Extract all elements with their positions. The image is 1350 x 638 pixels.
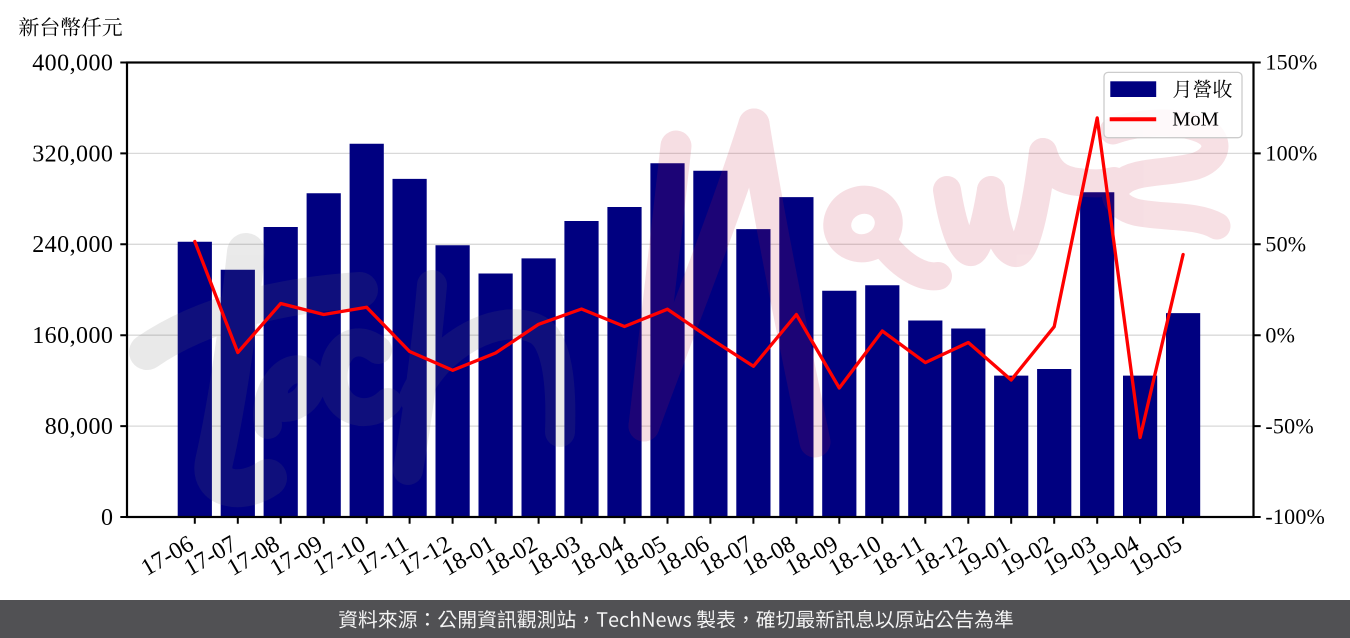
svg-text:50%: 50% — [1265, 232, 1306, 257]
svg-text:-50%: -50% — [1265, 413, 1313, 438]
svg-text:MoM: MoM — [1172, 108, 1219, 130]
svg-text:240,000: 240,000 — [32, 232, 113, 258]
svg-text:0%: 0% — [1265, 322, 1295, 347]
svg-text:320,000: 320,000 — [32, 141, 113, 167]
svg-text:80,000: 80,000 — [45, 414, 114, 440]
svg-text:-100%: -100% — [1265, 504, 1325, 529]
svg-text:400,000: 400,000 — [32, 51, 113, 77]
svg-text:0: 0 — [101, 505, 113, 531]
svg-text:100%: 100% — [1265, 141, 1317, 166]
svg-text:150%: 150% — [1265, 50, 1317, 75]
svg-text:160,000: 160,000 — [32, 323, 113, 349]
